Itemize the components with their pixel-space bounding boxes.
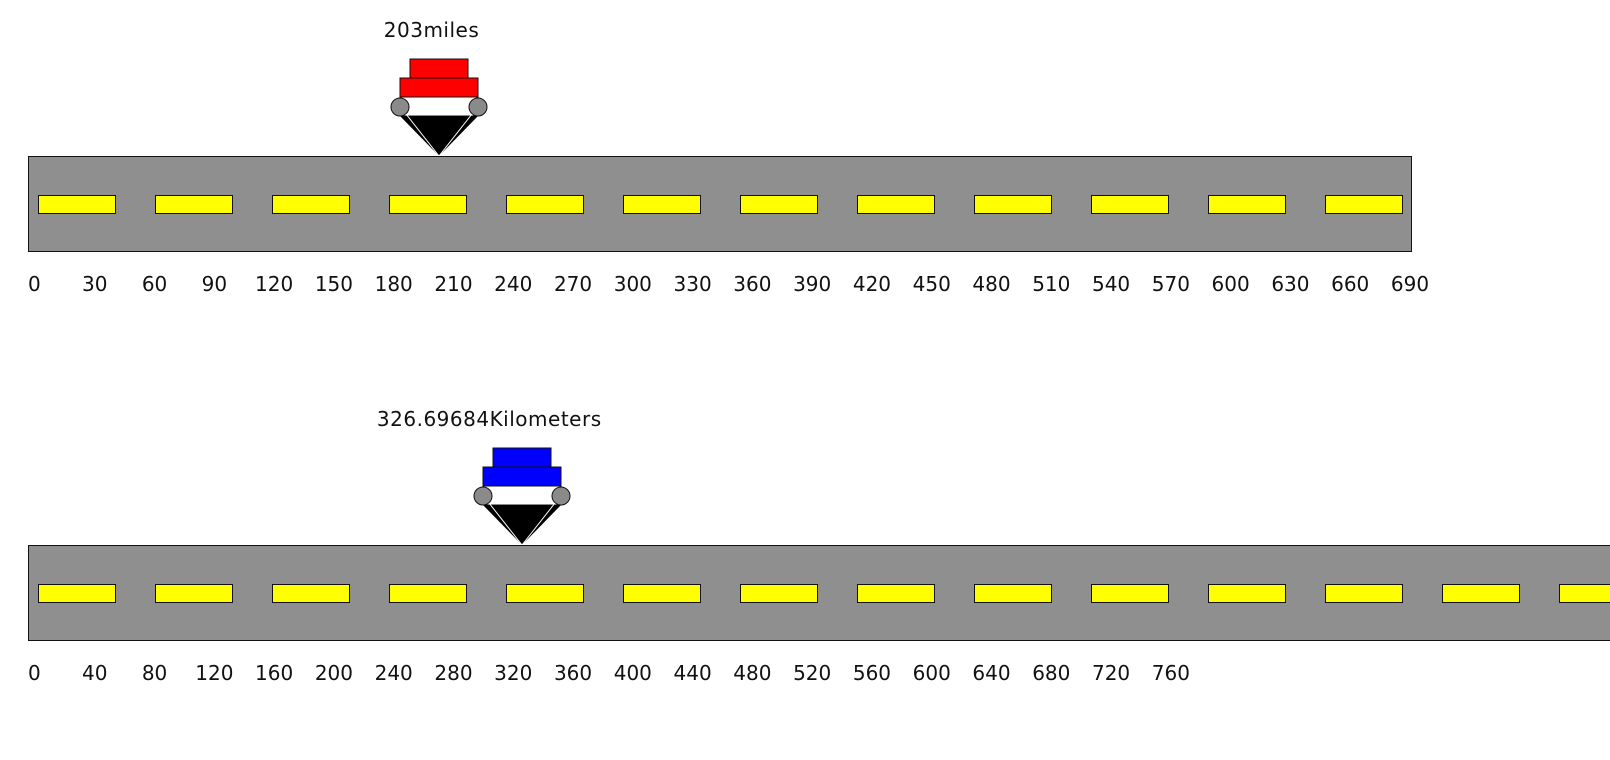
miles-tick-label: 240 <box>494 272 533 296</box>
lane-marking <box>38 195 116 214</box>
car-roof <box>492 447 552 468</box>
lane-marking <box>740 195 818 214</box>
lane-marking <box>506 195 584 214</box>
miles-tick-label: 600 <box>1211 272 1250 296</box>
lane-marking <box>1442 584 1520 603</box>
km-tick-label: 640 <box>972 661 1011 685</box>
wheel-icon <box>551 486 571 506</box>
lane-marking <box>389 584 467 603</box>
lane-marking <box>623 584 701 603</box>
miles-tick-label: 300 <box>613 272 652 296</box>
km-tick-label: 480 <box>733 661 772 685</box>
lane-marking <box>623 195 701 214</box>
miles-tick-label: 510 <box>1032 272 1071 296</box>
lane-marking <box>1325 584 1403 603</box>
miles-track: 203miles 0 30 60 90 120 150 180 210 240 270 300 330… <box>0 0 1610 320</box>
lane-marking <box>1208 195 1286 214</box>
lane-marking <box>272 195 350 214</box>
km-tick-label: 240 <box>374 661 413 685</box>
km-tick-label: 440 <box>673 661 712 685</box>
miles-tick-label: 660 <box>1331 272 1370 296</box>
km-tick-label: 160 <box>255 661 294 685</box>
km-tick-label: 80 <box>141 661 168 685</box>
lane-marking <box>740 584 818 603</box>
miles-tick-label: 330 <box>673 272 712 296</box>
miles-tick-label: 420 <box>852 272 892 296</box>
miles-tick-label: 450 <box>912 272 951 296</box>
km-tick-label: 760 <box>1151 661 1190 685</box>
miles-tick-label: 570 <box>1151 272 1190 296</box>
wheel-icon <box>473 486 493 506</box>
lane-marking <box>1208 584 1286 603</box>
km-tick-label: 400 <box>613 661 652 685</box>
lane-marking <box>38 584 116 603</box>
lane-marking <box>1325 195 1403 214</box>
miles-tick-label: 540 <box>1091 272 1131 296</box>
km-tick-label: 320 <box>494 661 533 685</box>
km-tick-label: 520 <box>793 661 832 685</box>
miles-tick-label: 150 <box>314 272 353 296</box>
lane-marking <box>506 584 584 603</box>
km-tick-label: 360 <box>553 661 593 685</box>
miles-readout-value: 203 <box>383 18 424 42</box>
car-pointer <box>399 116 478 156</box>
miles-car-icon[interactable] <box>390 58 490 158</box>
km-tick-label: 680 <box>1032 661 1071 685</box>
lane-marking <box>1091 195 1169 214</box>
km-tick-label: 40 <box>82 661 108 685</box>
km-car-icon[interactable] <box>473 447 573 547</box>
lane-marking <box>857 584 935 603</box>
miles-tick-label: 30 <box>82 272 108 296</box>
miles-tick-label: 60 <box>141 272 168 296</box>
car-window <box>482 485 562 506</box>
miles-readout-unit: miles <box>423 18 480 42</box>
car-body <box>482 466 562 487</box>
miles-tick-label: 360 <box>733 272 772 296</box>
km-road <box>28 545 1610 641</box>
lane-marking <box>857 195 935 214</box>
miles-tick-label: 270 <box>553 272 593 296</box>
lane-marking <box>389 195 467 214</box>
km-tick-label: 720 <box>1091 661 1131 685</box>
miles-road <box>28 156 1412 252</box>
km-tick-label: 0 <box>28 661 41 685</box>
lane-marking <box>155 195 233 214</box>
miles-readout: 203miles <box>384 18 480 42</box>
miles-tick-label: 480 <box>972 272 1011 296</box>
miles-tick-label: 690 <box>1390 272 1430 296</box>
lane-marking <box>155 584 233 603</box>
km-tick-label: 280 <box>434 661 473 685</box>
miles-tick-label: 90 <box>201 272 228 296</box>
km-readout-value: 326.69684 <box>376 407 490 431</box>
km-readout: 326.69684Kilometers <box>377 407 602 431</box>
miles-tick-label: 0 <box>28 272 41 296</box>
miles-tick-label: 210 <box>434 272 473 296</box>
lane-marking <box>974 195 1052 214</box>
lane-marking <box>974 584 1052 603</box>
km-tick-label: 560 <box>852 661 892 685</box>
car-pointer <box>483 505 562 545</box>
km-readout-unit: Kilometers <box>489 407 602 431</box>
km-tick-label: 200 <box>314 661 353 685</box>
miles-tick-label: 390 <box>793 272 832 296</box>
km-tick-label: 120 <box>195 661 234 685</box>
lane-marking <box>1559 584 1610 603</box>
lane-marking <box>1091 584 1169 603</box>
miles-tick-label: 180 <box>374 272 413 296</box>
lane-marking <box>272 584 350 603</box>
km-tick-label: 600 <box>912 661 951 685</box>
miles-tick-label: 120 <box>255 272 294 296</box>
miles-tick-label: 630 <box>1271 272 1310 296</box>
